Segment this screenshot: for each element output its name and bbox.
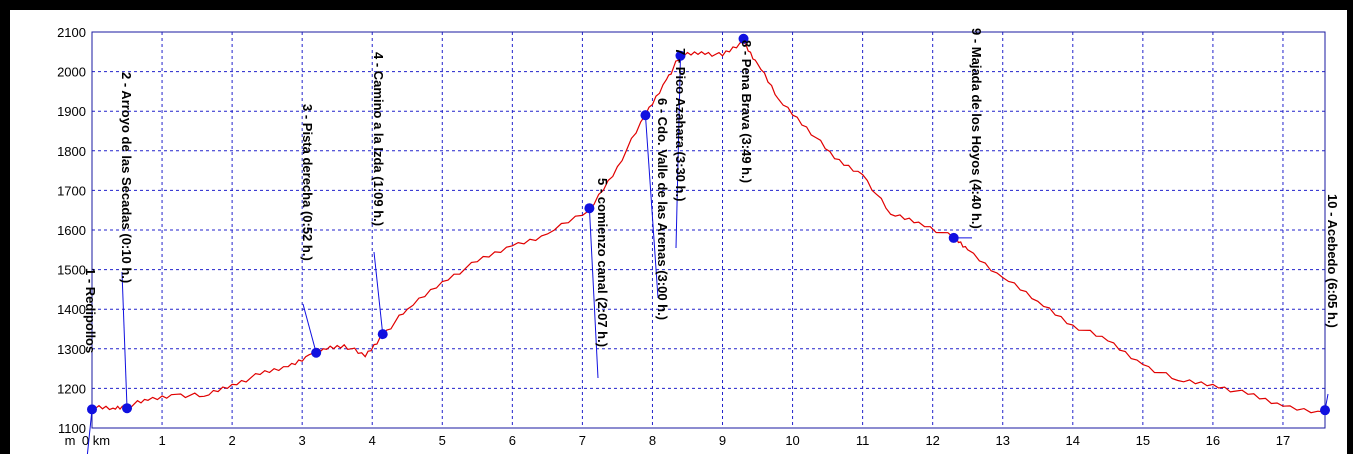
x-tick-label: 17 (1276, 433, 1290, 448)
waypoint-marker (87, 404, 97, 415)
waypoint-label: 4 - Camino a la Izda (1:09 h.) (371, 52, 386, 226)
x-tick-label: 2 (228, 433, 235, 448)
y-tick-label: 2100 (57, 25, 86, 40)
x-tick-label: 3 (299, 433, 306, 448)
waypoint-label: 10 - Acebedo (6:05 h.) (1325, 194, 1340, 328)
x-tick-label: 15 (1136, 433, 1150, 448)
chart-frame (10, 10, 1347, 454)
waypoint-marker (311, 347, 322, 358)
x-tick-label: 14 (1066, 433, 1080, 448)
y-tick-label: 1100 (58, 421, 86, 436)
waypoint-leader (644, 115, 659, 299)
waypoint-leader (302, 303, 317, 353)
x-tick-label: 4 (369, 433, 376, 448)
x-axis-ticks: 0 km 1 2 3 4 5 6 7 8 9 10 11 12 13 14 15 16 17 (82, 433, 1290, 448)
y-tick-label: 1700 (57, 183, 86, 198)
x-tick-label: 10 (785, 433, 799, 448)
waypoint-label: 3 - Pista derecha (0:52 h.) (300, 104, 315, 261)
waypoint-marker (640, 110, 651, 121)
y-tick-label: 1800 (57, 144, 86, 159)
waypoint-marker (377, 329, 388, 340)
y-tick-label: 1600 (57, 223, 86, 238)
waypoint-leader (373, 251, 384, 335)
waypoint-label: 9 - Majada de los Hoyos (4:40 h.) (969, 28, 984, 229)
y-axis-ticks: 1100 1200 1300 1400 1500 1600 1700 1800 1900 2000… (57, 25, 86, 436)
x-tick-label: 11 (856, 433, 870, 448)
waypoint-label: 2 - Arroyo de las Secadas (0:10 h.) (119, 72, 134, 283)
waypoint-marker (675, 50, 686, 61)
x-tick-label: 16 (1206, 433, 1220, 448)
waypoint-leader (121, 271, 128, 409)
y-tick-label: 1500 (57, 263, 86, 278)
waypoint-label: 1 - Redipollos (83, 268, 98, 353)
x-tick-label: 5 (439, 433, 446, 448)
waypoint-marker (948, 232, 959, 243)
waypoint-marker (738, 33, 749, 44)
x-tick-label: 8 (649, 433, 656, 448)
y-tick-label: 2000 (57, 65, 86, 80)
waypoints: 1 - Redipollos 2 - Arroyo de las Secadas … (83, 28, 1340, 454)
x-tick-label: 7 (579, 433, 586, 448)
y-unit-label: m (65, 433, 76, 448)
x-tick-label: 9 (719, 433, 726, 448)
waypoint-label: 8 - Pena Brava (3:49 h.) (739, 40, 754, 183)
x-tick-label: 0 km (82, 433, 110, 448)
y-tick-label: 1300 (57, 342, 86, 357)
plot-area-border (91, 31, 1326, 429)
waypoint-leader (86, 409, 93, 454)
y-tick-label: 1900 (57, 104, 86, 119)
waypoint-label: 7 - Pico Azahara (3:30 h.) (673, 48, 688, 201)
waypoint-marker (584, 203, 595, 214)
waypoint-leader (675, 55, 681, 249)
x-tick-label: 1 (158, 433, 165, 448)
waypoint-marker (1320, 405, 1330, 416)
y-tick-label: 1200 (57, 381, 86, 396)
x-tick-label: 6 (509, 433, 516, 448)
waypoint-label: 5 - comienzo canal (2:07 h.) (595, 178, 610, 347)
x-tick-label: 13 (996, 433, 1010, 448)
x-tick-label: 12 (925, 433, 939, 448)
y-tick-label: 1400 (57, 302, 86, 317)
waypoint-leader (588, 208, 599, 379)
waypoint-marker (122, 403, 133, 414)
elevation-profile-line (92, 41, 1326, 414)
waypoint-label: 6 - Cdo. Valle de las Arenas (3:00 h.) (655, 98, 670, 320)
